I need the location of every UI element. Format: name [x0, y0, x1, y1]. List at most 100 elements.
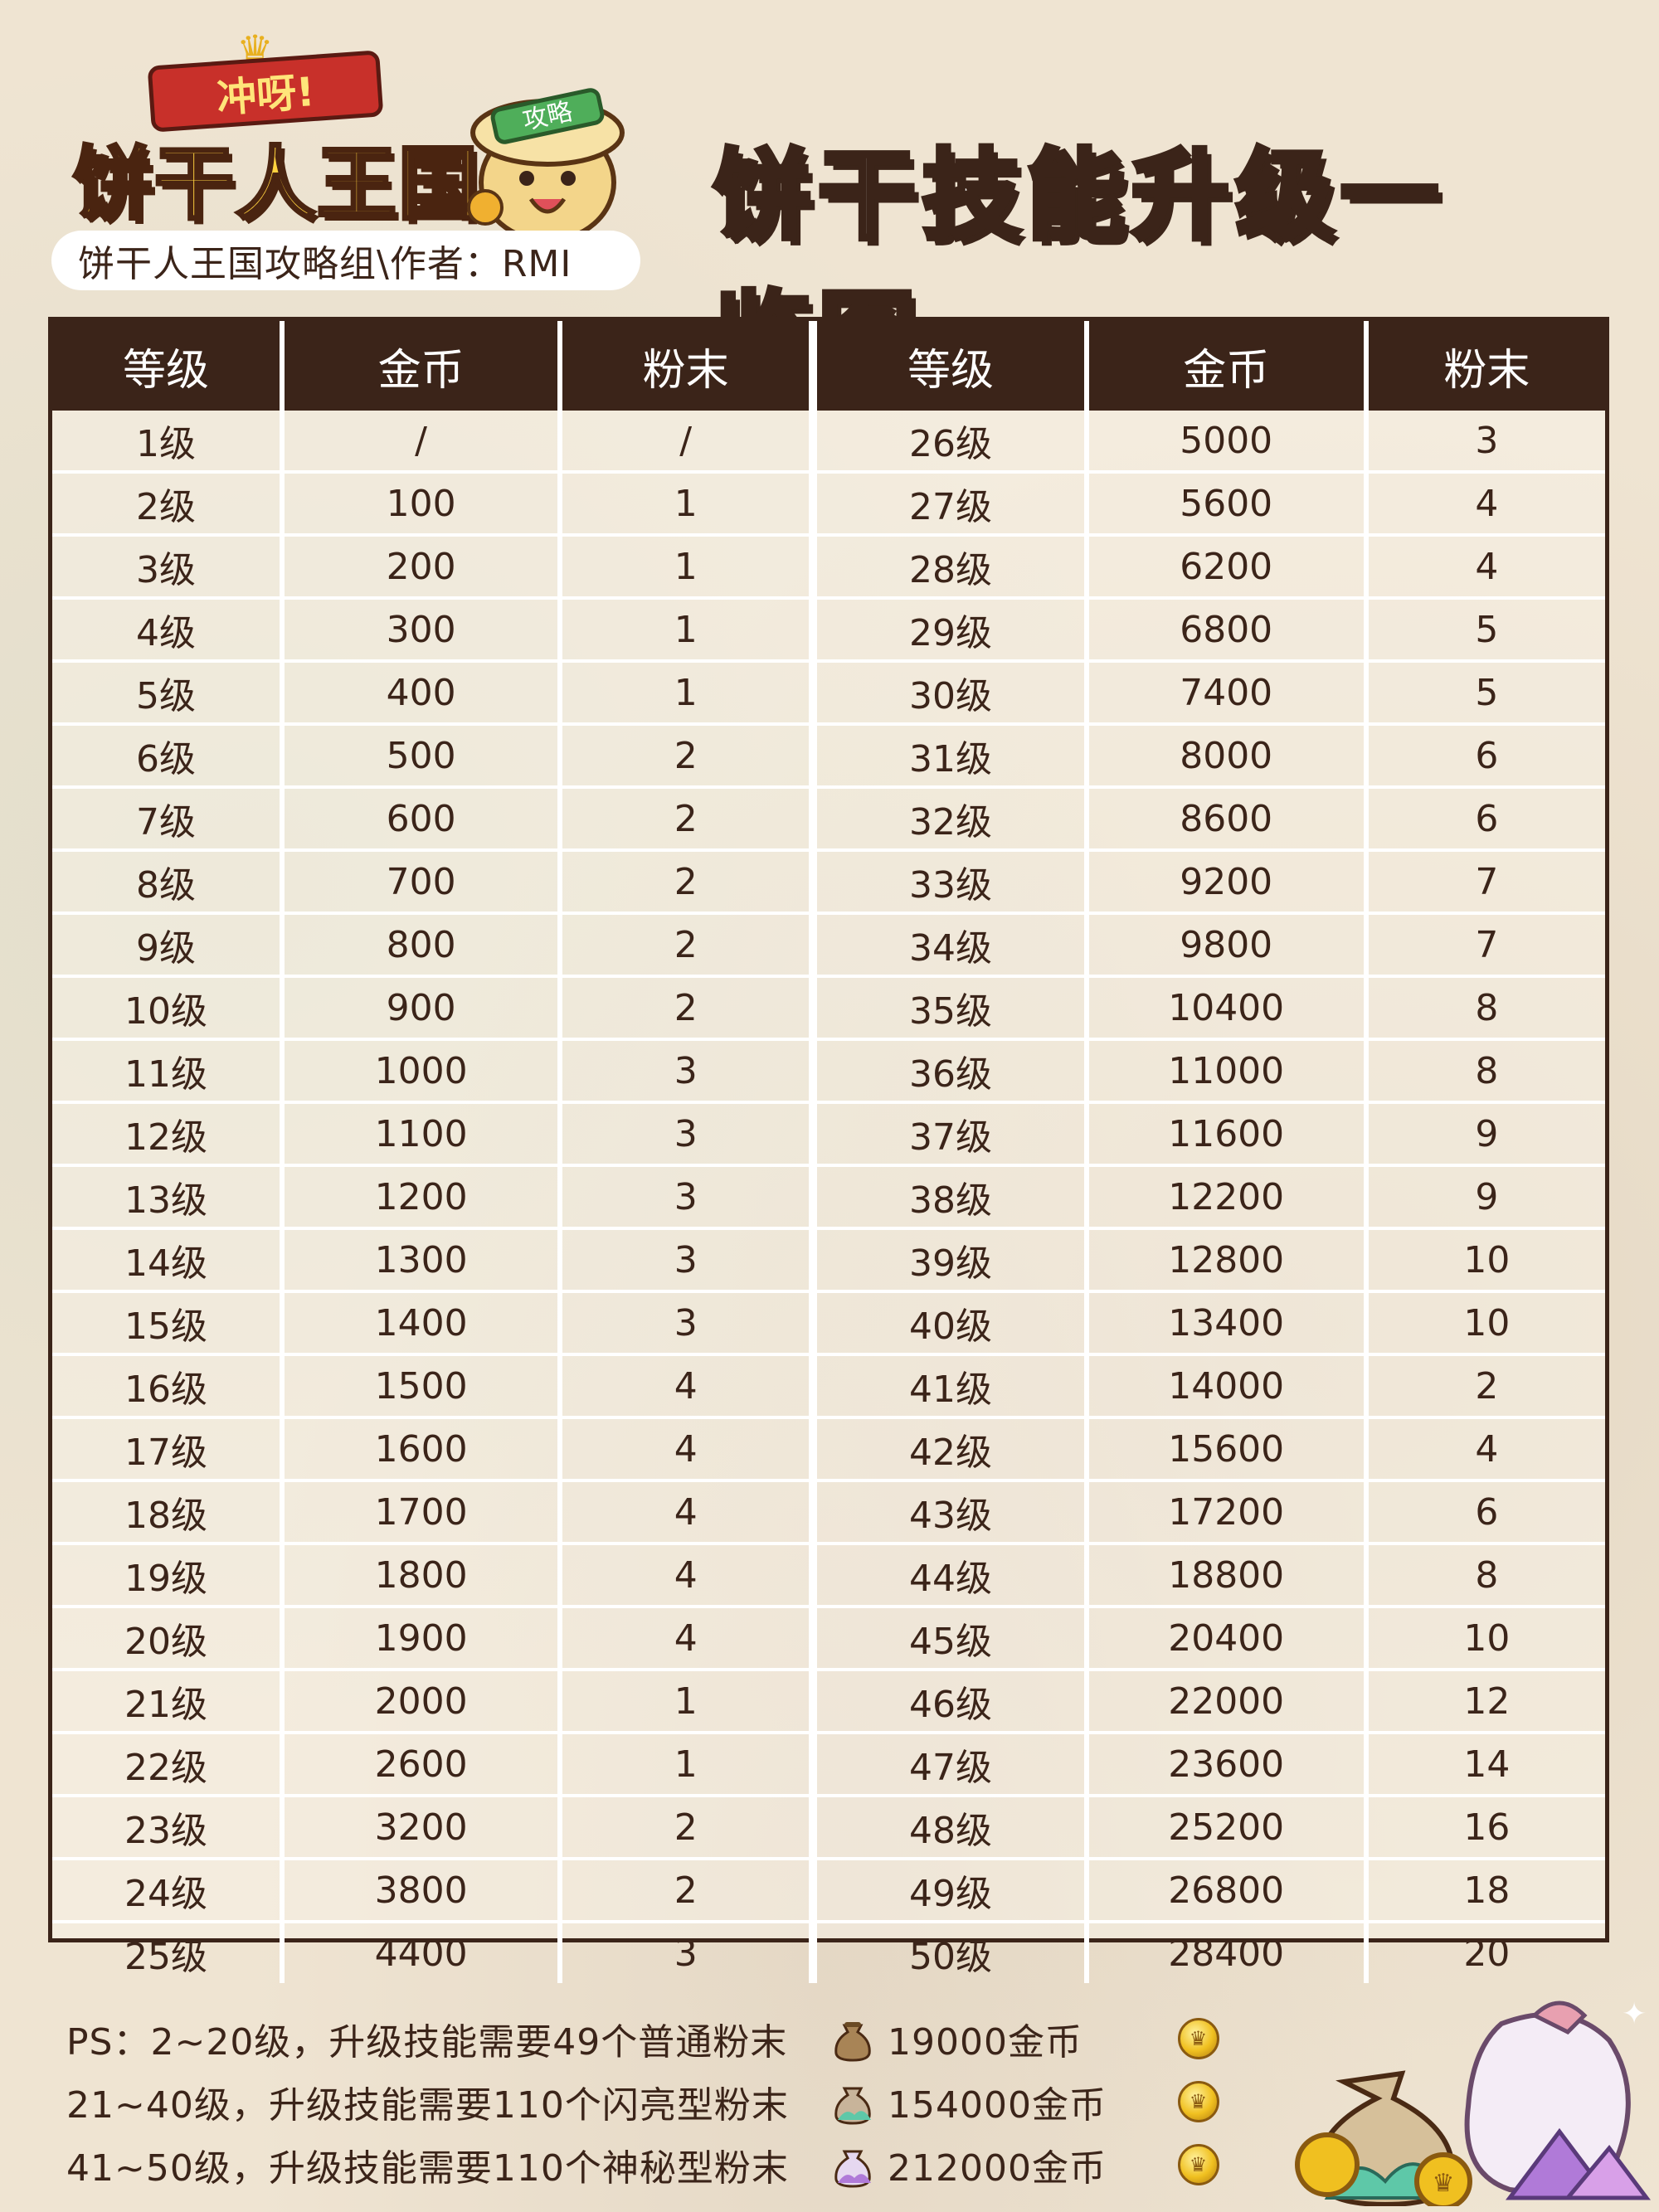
cell-level: 26级 — [813, 411, 1089, 474]
note-line: 41~50级，升级技能需要110个神秘型粉末 212000金币 ♛ — [66, 2133, 1228, 2196]
cell-level: 47级 — [813, 1733, 1089, 1797]
table-row: 21级 2000 1 46级 22000 12 — [52, 1670, 1605, 1734]
cell-powder: 4 — [560, 1607, 818, 1671]
header-coins: 金币 — [1086, 321, 1369, 411]
cell-powder: 4 — [1365, 472, 1605, 537]
cell-powder: 3 — [1365, 411, 1605, 474]
upgrade-table: 等级 金币 粉末 等级 金币 粉末 1级 //26级 5000 3 2级 100 1 27级 5… — [48, 317, 1609, 1983]
cell-powder: 16 — [1365, 1796, 1605, 1860]
cell-level: 38级 — [813, 1165, 1089, 1230]
cell-coins: 1500 — [282, 1354, 563, 1419]
cell-coins: 1200 — [282, 1165, 563, 1230]
note-coins: 19000金币 — [888, 2021, 1082, 2064]
cell-coins: 26800 — [1086, 1859, 1369, 1923]
header-powder: 粉末 — [560, 321, 818, 411]
treasure-pile-icon: ♛ ✦ — [1295, 1997, 1651, 2206]
cell-coins: 500 — [282, 724, 563, 789]
table-row: 16级 1500 4 41级 14000 2 — [52, 1354, 1605, 1419]
cell-coins: 100 — [282, 472, 563, 537]
cell-level: 14级 — [52, 1228, 285, 1293]
cell-level: 43级 — [813, 1480, 1089, 1545]
table-row: 10级 900 2 35级 10400 8 — [52, 976, 1605, 1041]
cell-coins: 12800 — [1086, 1228, 1369, 1293]
table-row: 18级 1700 4 43级 17200 6 — [52, 1480, 1605, 1545]
cell-coins: 1900 — [282, 1607, 563, 1671]
cell-powder: 3 — [560, 1922, 818, 1983]
cell-powder: 3 — [560, 1039, 818, 1104]
cell-powder: 5 — [1365, 661, 1605, 726]
cell-coins: 6200 — [1086, 535, 1369, 600]
game-logo: ♛ 冲呀! 饼干人王国 攻略 — [50, 25, 630, 243]
cell-coins: 17200 — [1086, 1480, 1369, 1545]
table-row: 23级 3200 2 48级 25200 16 — [52, 1796, 1605, 1860]
cell-coins: 14000 — [1086, 1354, 1369, 1419]
note-coins: 154000金币 — [888, 2084, 1107, 2127]
cell-level: 33级 — [813, 850, 1089, 915]
cell-level: 46级 — [813, 1670, 1089, 1734]
note-text: 21~40级，升级技能需要110个闪亮型粉末 — [66, 2084, 789, 2127]
cell-coins: 9800 — [1086, 913, 1369, 978]
cell-coins: 18800 — [1086, 1544, 1369, 1608]
cell-powder: 2 — [560, 976, 818, 1041]
cell-powder: 20 — [1463, 1932, 1511, 1975]
cell-level: 5级 — [52, 661, 285, 726]
table-row: 6级 500 2 31级 8000 6 — [52, 724, 1605, 789]
table-row: 2级 100 1 27级 5600 4 — [52, 472, 1605, 537]
cell-coins: 11000 — [1086, 1039, 1369, 1104]
cell-level: 29级 — [813, 598, 1089, 663]
cell-level: 31级 — [813, 724, 1089, 789]
cell-level: 3级 — [52, 535, 285, 600]
table-row: 3级 200 1 28级 6200 4 — [52, 535, 1605, 600]
cell-level: 36级 — [813, 1039, 1089, 1104]
gold-coin-icon: ♛ — [1178, 2144, 1219, 2185]
table-row: 12级 1100 3 37级 11600 9 — [52, 1102, 1605, 1167]
header-level: 等级 — [813, 321, 1089, 411]
cell-level: 49级 — [813, 1859, 1089, 1923]
cell-powder: 8 — [1365, 976, 1605, 1041]
cell-powder: 8 — [1365, 1039, 1605, 1104]
cell-coins: / — [282, 411, 563, 474]
cell-coins: 1600 — [282, 1417, 563, 1482]
table-row: 1级 //26级 5000 3 — [52, 411, 1605, 474]
cell-powder: 2 — [560, 850, 818, 915]
cell-powder: 8 — [1365, 1544, 1605, 1608]
cell-level: 22级 — [52, 1733, 285, 1797]
cell-powder: 2 — [560, 913, 818, 978]
cell-level: 10级 — [52, 976, 285, 1041]
cell-coins: 9200 — [1086, 850, 1369, 915]
cell-powder: 2 — [560, 724, 818, 789]
cell-coins: 1700 — [282, 1480, 563, 1545]
gold-coin-icon: ♛ — [1178, 2018, 1219, 2059]
cell-powder: 9 — [1365, 1165, 1605, 1230]
svg-text:✦: ✦ — [1622, 1997, 1647, 2031]
cell-level: 39级 — [813, 1228, 1089, 1293]
cell-level: 21级 — [52, 1670, 285, 1734]
cell-powder: 1 — [560, 598, 818, 663]
note-line: 21~40级，升级技能需要110个闪亮型粉末 154000金币 ♛ — [66, 2070, 1228, 2133]
note-coins: 212000金币 — [888, 2147, 1107, 2190]
cell-level: 34级 — [813, 913, 1089, 978]
cell-level: 32级 — [813, 787, 1089, 852]
table-header-row: 等级 金币 粉末 等级 金币 粉末 — [52, 321, 1605, 411]
mystic-powder-bag-icon — [834, 2150, 871, 2188]
cell-powder: 7 — [1365, 913, 1605, 978]
cell-coins: 6800 — [1086, 598, 1369, 663]
cell-powder: 18 — [1365, 1859, 1605, 1923]
cell-coins: 5000 — [1086, 411, 1369, 474]
cell-level: 17级 — [52, 1417, 285, 1482]
table-row: 7级 600 2 32级 8600 6 — [52, 787, 1605, 852]
cell-powder: 10 — [1365, 1291, 1605, 1356]
cell-coins: 2600 — [282, 1733, 563, 1797]
header-powder: 粉末 — [1365, 321, 1605, 411]
cell-level: 16级 — [52, 1354, 285, 1419]
table-row: 14级 1300 3 39级 12800 10 — [52, 1228, 1605, 1293]
cell-level: 20级 — [52, 1607, 285, 1671]
cell-powder: 3 — [560, 1102, 818, 1167]
cell-powder: 6 — [1365, 724, 1605, 789]
cookie-mascot-icon: 攻略 — [467, 88, 625, 243]
cell-powder: 3 — [560, 1165, 818, 1230]
table-row: 20级 1900 4 45级 20400 10 — [52, 1607, 1605, 1671]
cell-level: 25级 — [52, 1922, 285, 1983]
header-coins: 金币 — [282, 321, 563, 411]
table-row: 9级 800 2 34级 9800 7 — [52, 913, 1605, 978]
